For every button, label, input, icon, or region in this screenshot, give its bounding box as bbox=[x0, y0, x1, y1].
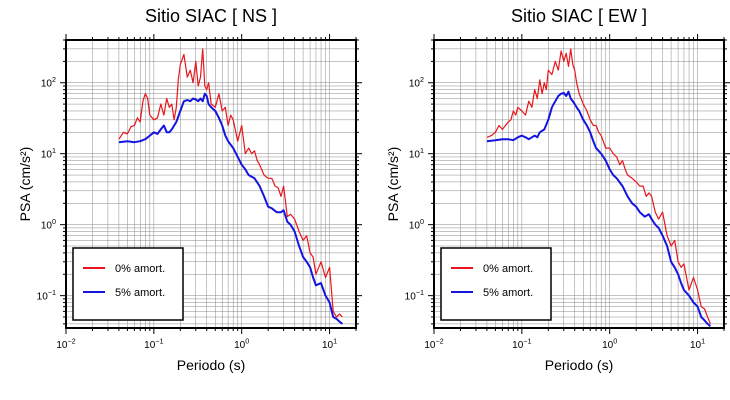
x-tick-label: 10−1 bbox=[144, 337, 163, 352]
chart-title-ew: Sitio SIAC [ EW ] bbox=[510, 6, 648, 26]
x-tick-label: 10−2 bbox=[424, 337, 443, 352]
x-axis-label: Periodo (s) bbox=[545, 357, 613, 373]
chart-panel-1: 10−2 10−1 100 101 10−1 100 101 102 Periodo (s) PS… bbox=[385, 34, 730, 373]
y-tick-label: 102 bbox=[41, 75, 56, 90]
legend-label: 5% amort. bbox=[115, 287, 165, 299]
series-line-undamped bbox=[118, 48, 343, 318]
x-tick-label: 100 bbox=[234, 337, 249, 352]
y-tick-label: 101 bbox=[409, 146, 424, 161]
ticks bbox=[60, 34, 362, 334]
y-axis-label: PSA (cm/s²) bbox=[385, 147, 401, 222]
x-tick-label: 10−1 bbox=[512, 337, 531, 352]
legend-box bbox=[440, 247, 552, 321]
series-line-damped bbox=[486, 90, 712, 328]
series-line-undamped bbox=[486, 48, 711, 325]
y-tick-label: 10−1 bbox=[405, 288, 424, 303]
x-tick-label: 10−2 bbox=[56, 337, 75, 352]
chart-panel-0: 10−2 10−1 100 101 10−1 100 101 102 Periodo (s) PS… bbox=[17, 34, 362, 373]
x-axis-label: Periodo (s) bbox=[177, 357, 245, 373]
legend-label: 0% amort. bbox=[115, 263, 165, 275]
y-tick-label: 10−1 bbox=[37, 288, 56, 303]
series-group bbox=[486, 48, 712, 328]
y-axis-label: PSA (cm/s²) bbox=[17, 147, 33, 222]
legend-label: 0% amort. bbox=[483, 263, 533, 275]
ticks bbox=[428, 34, 730, 334]
plot-frame bbox=[433, 39, 725, 329]
chart-title-ns: Sitio SIAC [ NS ] bbox=[144, 6, 278, 26]
y-tick-label: 102 bbox=[409, 75, 424, 90]
x-tick-label: 100 bbox=[602, 337, 617, 352]
series-group bbox=[118, 48, 344, 325]
plot-frame bbox=[65, 39, 357, 329]
legend: 0% amort. 5% amort. bbox=[440, 247, 552, 321]
y-tick-label: 100 bbox=[409, 217, 424, 232]
legend-box bbox=[72, 247, 184, 321]
legend: 0% amort. 5% amort. bbox=[72, 247, 184, 321]
x-tick-label: 101 bbox=[322, 337, 337, 352]
x-tick-label: 101 bbox=[690, 337, 705, 352]
legend-label: 5% amort. bbox=[483, 287, 533, 299]
series-line-damped bbox=[118, 92, 344, 325]
y-tick-label: 100 bbox=[41, 217, 56, 232]
y-tick-label: 101 bbox=[41, 146, 56, 161]
